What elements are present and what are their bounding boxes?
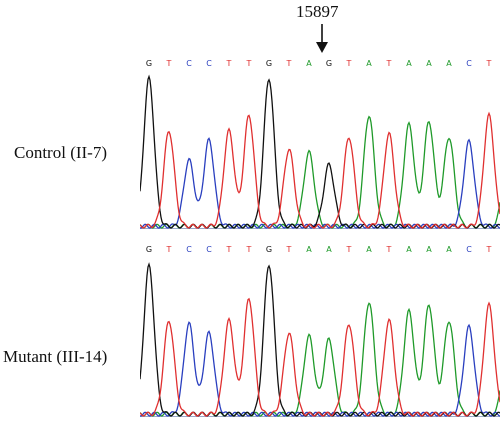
mutant-row-label: Mutant (III-14)	[3, 347, 108, 366]
control-base-call-16: C	[466, 59, 472, 68]
mutant-base-call-6: G	[266, 245, 272, 254]
control-base-call-12: T	[386, 59, 392, 68]
mutant-base-call-7: T	[286, 245, 292, 254]
mutant-base-call-16: C	[466, 245, 472, 254]
control-base-call-5: T	[246, 59, 252, 68]
mutant-base-call-3: C	[206, 245, 212, 254]
mutant-base-call-2: C	[186, 245, 192, 254]
control-base-call-2: C	[186, 59, 192, 68]
control-base-call-15: A	[446, 59, 452, 68]
control-trace-t	[140, 111, 500, 229]
down-arrow-icon	[316, 24, 328, 53]
control-row-label: Control (II-7)	[14, 143, 108, 162]
mutant-base-call-15: A	[446, 245, 452, 254]
control-base-call-17: T	[486, 59, 492, 68]
control-chromatogram: GTCCTTGTAGTATAAACTA	[140, 56, 500, 236]
control-trace-c	[140, 137, 500, 229]
mutant-trace-t	[140, 297, 500, 417]
mutant-base-call-5: T	[246, 245, 252, 254]
mutant-base-call-14: A	[426, 245, 432, 254]
mutant-base-call-11: A	[366, 245, 372, 254]
control-base-call-1: T	[166, 59, 172, 68]
mutant-base-call-8: A	[306, 245, 312, 254]
mutant-base-call-10: T	[346, 245, 352, 254]
mutant-base-call-12: T	[386, 245, 392, 254]
mutant-base-call-1: T	[166, 245, 172, 254]
control-base-call-8: A	[306, 59, 312, 68]
control-base-call-14: A	[426, 59, 432, 68]
control-base-call-13: A	[406, 59, 412, 68]
mutant-base-call-4: T	[226, 245, 232, 254]
control-base-call-4: T	[226, 59, 232, 68]
control-base-call-10: T	[346, 59, 352, 68]
mutant-base-call-13: A	[406, 245, 412, 254]
mutant-trace-c	[140, 321, 500, 417]
control-base-call-6: G	[266, 59, 272, 68]
mutant-trace-g	[140, 262, 500, 417]
control-trace-plot: GTCCTTGTAGTATAAACTA	[140, 59, 500, 229]
control-base-call-0: G	[146, 59, 152, 68]
mutant-trace-plot: GTCCTTGTAATATAAACTA	[140, 245, 500, 417]
mutant-base-call-17: T	[486, 245, 492, 254]
control-base-call-9: G	[326, 59, 332, 68]
mutant-base-call-0: G	[146, 245, 152, 254]
mutant-chromatogram: GTCCTTGTAATATAAACTA	[140, 242, 500, 424]
position-label: 15897	[296, 2, 339, 21]
control-base-call-11: A	[366, 59, 372, 68]
control-base-call-3: C	[206, 59, 212, 68]
control-base-call-7: T	[286, 59, 292, 68]
mutant-base-call-9: A	[326, 245, 332, 254]
